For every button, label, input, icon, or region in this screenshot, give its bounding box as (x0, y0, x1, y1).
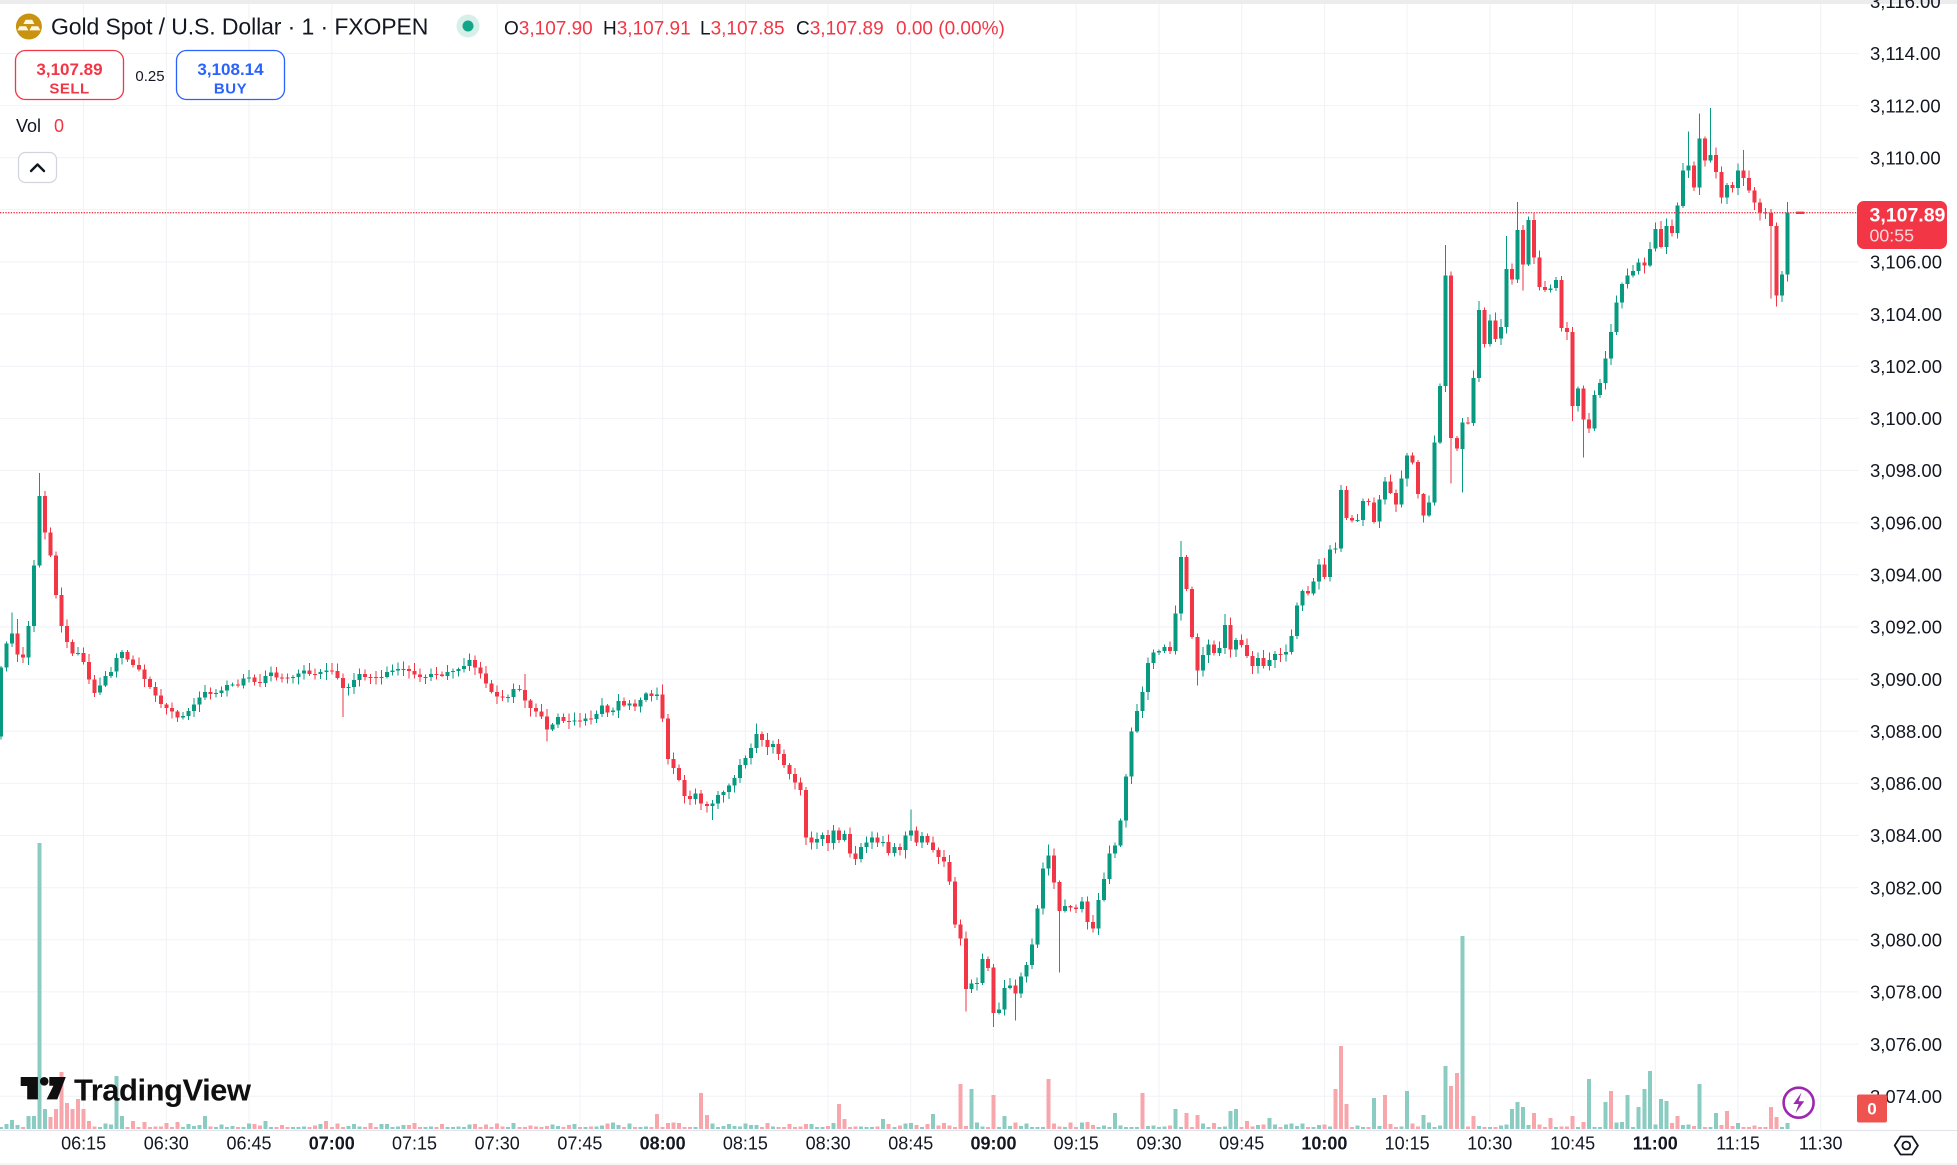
svg-text:3,084.00: 3,084.00 (1870, 825, 1942, 846)
svg-text:3,112.00: 3,112.00 (1870, 95, 1941, 116)
svg-text:3,096.00: 3,096.00 (1870, 512, 1942, 533)
svg-text:3,110.00: 3,110.00 (1870, 147, 1941, 168)
svg-text:07:15: 07:15 (392, 1134, 437, 1154)
svg-text:08:30: 08:30 (806, 1134, 851, 1154)
svg-text:H3,107.91: H3,107.91 (603, 19, 691, 40)
svg-text:O3,107.90: O3,107.90 (504, 19, 593, 40)
svg-text:3,100.00: 3,100.00 (1870, 408, 1942, 429)
svg-text:3,074.00: 3,074.00 (1870, 1086, 1942, 1107)
svg-text:09:30: 09:30 (1136, 1134, 1181, 1154)
svg-text:C3,107.89: C3,107.89 (796, 19, 884, 40)
svg-text:0.25: 0.25 (135, 68, 164, 85)
svg-text:08:15: 08:15 (723, 1134, 768, 1154)
svg-text:08:45: 08:45 (888, 1134, 933, 1154)
svg-text:3,076.00: 3,076.00 (1870, 1034, 1942, 1055)
svg-text:09:15: 09:15 (1054, 1134, 1099, 1154)
svg-text:3,114.00: 3,114.00 (1870, 43, 1941, 64)
svg-text:3,107.89: 3,107.89 (36, 60, 102, 79)
svg-text:10:00: 10:00 (1301, 1134, 1347, 1154)
svg-text:3,108.14: 3,108.14 (197, 60, 264, 79)
svg-text:3,082.00: 3,082.00 (1870, 877, 1942, 898)
svg-text:10:15: 10:15 (1385, 1134, 1430, 1154)
svg-text:0.00 (0.00%): 0.00 (0.00%) (896, 19, 1005, 40)
svg-text:3,090.00: 3,090.00 (1870, 669, 1942, 690)
svg-text:3,102.00: 3,102.00 (1870, 356, 1942, 377)
svg-text:0: 0 (54, 116, 64, 136)
svg-text:08:00: 08:00 (640, 1134, 686, 1154)
svg-text:06:45: 06:45 (226, 1134, 271, 1154)
svg-text:3,086.00: 3,086.00 (1870, 773, 1942, 794)
svg-text:BUY: BUY (214, 81, 247, 98)
svg-text:3,116.00: 3,116.00 (1870, 0, 1941, 12)
svg-text:09:00: 09:00 (970, 1134, 1016, 1154)
svg-text:11:00: 11:00 (1633, 1134, 1678, 1154)
svg-text:10:45: 10:45 (1550, 1134, 1595, 1154)
svg-text:3,080.00: 3,080.00 (1870, 930, 1942, 951)
svg-text:11:15: 11:15 (1716, 1134, 1760, 1154)
svg-text:3,092.00: 3,092.00 (1870, 617, 1942, 638)
svg-text:Vol: Vol (16, 116, 41, 136)
svg-text:SELL: SELL (49, 81, 89, 98)
svg-text:3,078.00: 3,078.00 (1870, 982, 1942, 1003)
svg-text:07:30: 07:30 (475, 1134, 520, 1154)
svg-text:0: 0 (1867, 1100, 1876, 1119)
svg-text:3,104.00: 3,104.00 (1870, 304, 1942, 325)
svg-text:10:30: 10:30 (1467, 1134, 1512, 1154)
svg-text:3,094.00: 3,094.00 (1870, 565, 1942, 586)
svg-text:TradingView: TradingView (74, 1073, 252, 1108)
svg-text:L3,107.85: L3,107.85 (700, 19, 785, 40)
svg-text:3,107.89: 3,107.89 (1870, 205, 1946, 227)
svg-text:3,088.00: 3,088.00 (1870, 721, 1942, 742)
svg-text:07:00: 07:00 (309, 1134, 355, 1154)
svg-text:06:15: 06:15 (61, 1134, 106, 1154)
svg-text:06:30: 06:30 (144, 1134, 189, 1154)
svg-text:11:30: 11:30 (1799, 1134, 1843, 1154)
svg-text:07:45: 07:45 (557, 1134, 602, 1154)
svg-text:3,106.00: 3,106.00 (1870, 252, 1942, 273)
svg-text:3,098.00: 3,098.00 (1870, 460, 1942, 481)
svg-text:00:55: 00:55 (1870, 225, 1915, 245)
svg-text:09:45: 09:45 (1219, 1134, 1264, 1154)
svg-text:Gold Spot / U.S. Dollar · 1 ·: Gold Spot / U.S. Dollar · 1 · FXOPEN (51, 14, 428, 40)
